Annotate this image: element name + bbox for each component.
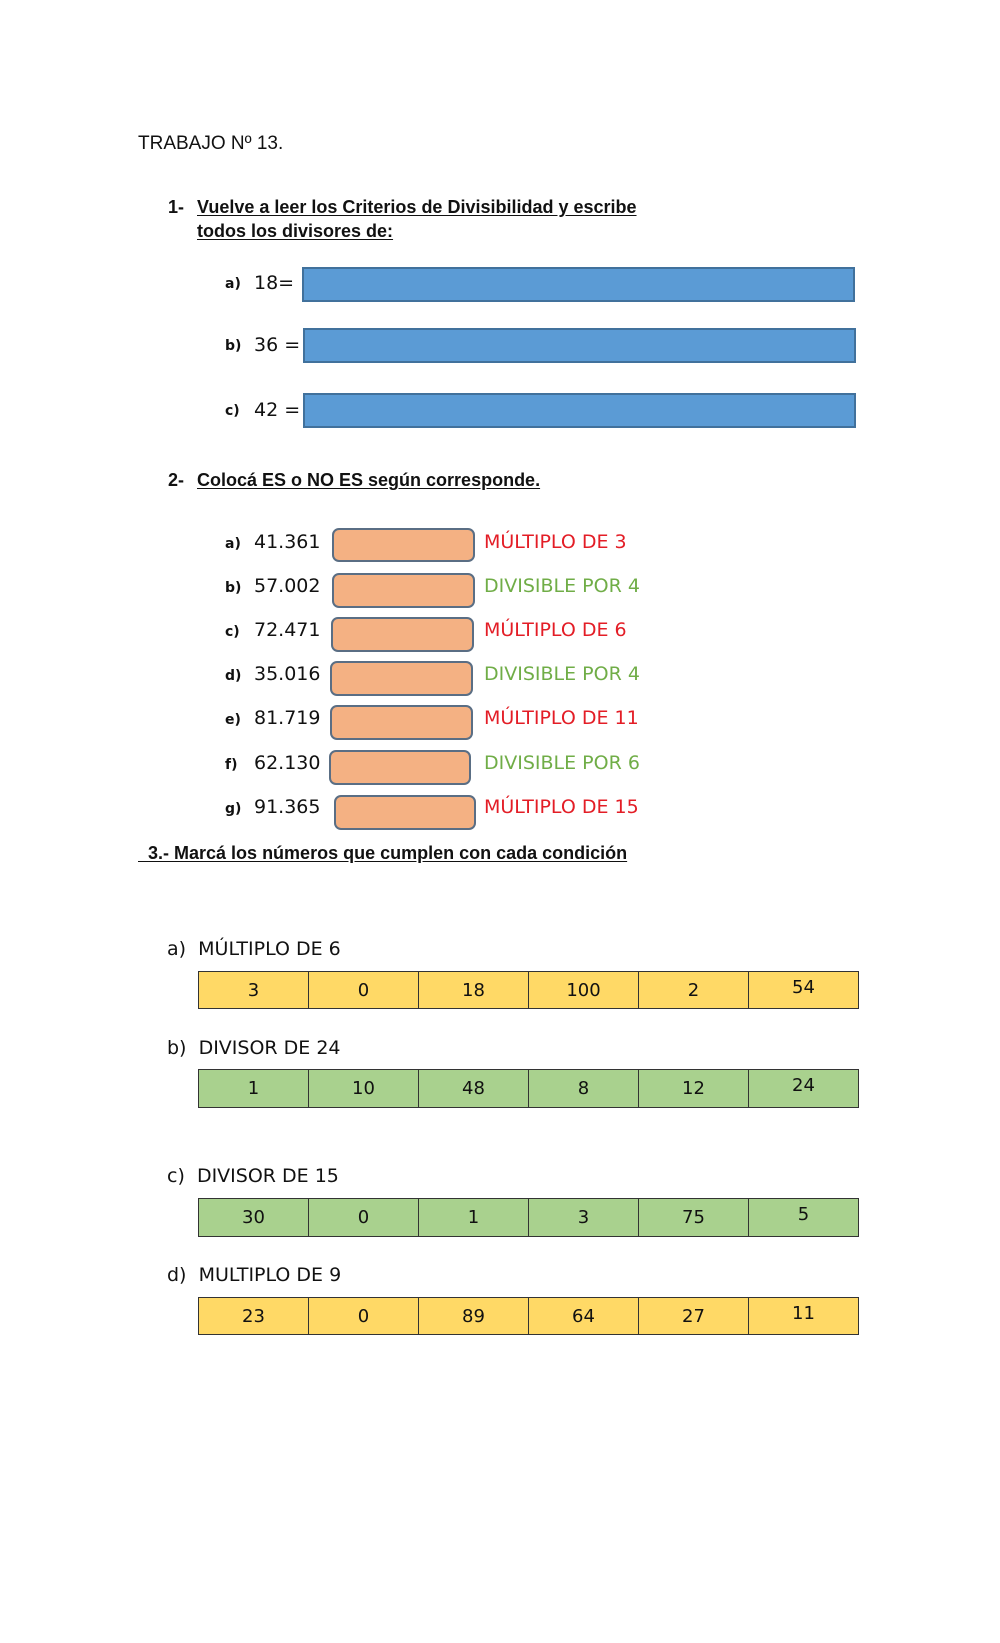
number-cell[interactable]: 8: [529, 1070, 639, 1107]
number-cell[interactable]: 11: [792, 1302, 815, 1324]
item-number: 57.002: [254, 575, 321, 597]
item-label: g): [225, 801, 242, 817]
number-cell[interactable]: 3: [529, 1199, 639, 1236]
item-number: 36 =: [254, 334, 301, 356]
divisors-answer-field-b[interactable]: [303, 328, 856, 363]
number-cell[interactable]: 54: [792, 976, 815, 998]
item-number: 41.361: [254, 531, 321, 553]
number-cell[interactable]: 0: [309, 1298, 419, 1334]
divisors-answer-field-a[interactable]: [302, 267, 855, 302]
item-label: c): [225, 624, 240, 640]
number-cell[interactable]: 30: [199, 1199, 309, 1236]
number-table: 30 0 1 3 75 5: [198, 1198, 859, 1237]
number-cell[interactable]: 64: [529, 1298, 639, 1334]
table-label: b) DIVISOR DE 24: [167, 1037, 341, 1059]
section-2-heading: Colocá ES o NO ES según corresponde.: [197, 470, 541, 490]
number-cell[interactable]: 1: [419, 1199, 529, 1236]
item-label: b): [225, 338, 242, 354]
es-no-es-answer-box-e[interactable]: [330, 705, 473, 740]
number-cell[interactable]: 75: [639, 1199, 749, 1236]
page-title: TRABAJO Nº 13.: [138, 133, 284, 154]
table-label: c) DIVISOR DE 15: [167, 1165, 339, 1187]
table-letter: d): [167, 1264, 187, 1286]
number-table: 23 0 89 64 27 11: [198, 1297, 859, 1335]
condition-label: MÚLTIPLO DE 3: [484, 531, 627, 553]
divisors-answer-field-c[interactable]: [303, 393, 856, 428]
heading-indent: [138, 843, 148, 863]
table-letter: a): [167, 938, 187, 960]
table-condition: DIVISOR DE 15: [196, 1165, 339, 1187]
es-no-es-answer-box-a[interactable]: [332, 528, 475, 562]
es-no-es-answer-box-g[interactable]: [334, 795, 476, 830]
condition-label: DIVISIBLE POR 4: [484, 575, 640, 597]
number-cell[interactable]: 89: [419, 1298, 529, 1334]
section-1-heading-line2: todos los divisores de:: [197, 221, 394, 241]
item-label: b): [225, 580, 242, 596]
es-no-es-answer-box-f[interactable]: [329, 750, 471, 785]
table-letter: c): [167, 1165, 185, 1187]
item-label: f): [225, 757, 238, 773]
section-1-heading-line1: Vuelve a leer los Criterios de Divisibil…: [197, 197, 637, 217]
es-no-es-answer-box-c[interactable]: [331, 617, 474, 652]
condition-label: MÚLTIPLO DE 6: [484, 619, 627, 641]
number-cell[interactable]: 100: [529, 972, 639, 1008]
table-condition: DIVISOR DE 24: [198, 1037, 341, 1059]
number-cell[interactable]: 12: [639, 1070, 749, 1107]
number-table: 3 0 18 100 2 54: [198, 971, 859, 1009]
table-label: a) MÚLTIPLO DE 6: [167, 938, 341, 960]
item-label: a): [225, 276, 241, 292]
section-3-heading: 3.- Marcá los números que cumplen con ca…: [138, 843, 627, 864]
number-cell[interactable]: 10: [309, 1070, 419, 1107]
item-label: a): [225, 536, 241, 552]
es-no-es-answer-box-d[interactable]: [330, 661, 473, 696]
es-no-es-answer-box-b[interactable]: [332, 573, 475, 608]
item-label: d): [225, 668, 242, 684]
number-cell[interactable]: 48: [419, 1070, 529, 1107]
number-cell[interactable]: 2: [639, 972, 749, 1008]
item-number: 91.365: [254, 796, 321, 818]
number-cell[interactable]: 18: [419, 972, 529, 1008]
table-condition: MULTIPLO DE 9: [198, 1264, 342, 1286]
number-cell[interactable]: 24: [792, 1075, 815, 1096]
item-number: 42 =: [254, 399, 301, 421]
section-1-number: 1-: [168, 197, 185, 217]
number-cell[interactable]: 5: [797, 1204, 810, 1225]
condition-label: DIVISIBLE POR 4: [484, 663, 640, 685]
table-label: d) MULTIPLO DE 9: [167, 1264, 341, 1286]
condition-label: DIVISIBLE POR 6: [484, 752, 640, 774]
number-cell[interactable]: 23: [199, 1298, 309, 1334]
condition-label: MÚLTIPLO DE 15: [484, 796, 639, 818]
table-condition: MÚLTIPLO DE 6: [198, 938, 341, 960]
section-3-heading-text: 3.- Marcá los números que cumplen con ca…: [148, 843, 628, 863]
number-cell[interactable]: 0: [309, 1199, 419, 1236]
item-label: c): [225, 403, 240, 419]
item-number: 72.471: [254, 619, 321, 641]
number-table: 1 10 48 8 12 24: [198, 1069, 859, 1108]
number-cell[interactable]: 1: [199, 1070, 309, 1107]
item-number: 35.016: [254, 663, 321, 685]
condition-label: MÚLTIPLO DE 11: [484, 707, 639, 729]
number-cell[interactable]: 27: [639, 1298, 749, 1334]
section-2-number: 2-: [168, 470, 185, 490]
item-number: 62.130: [254, 752, 321, 774]
number-cell[interactable]: 3: [199, 972, 309, 1008]
item-number: 81.719: [254, 707, 321, 729]
number-cell[interactable]: 0: [309, 972, 419, 1008]
table-letter: b): [167, 1037, 187, 1059]
item-label: e): [225, 712, 241, 728]
item-number: 18=: [254, 272, 295, 294]
